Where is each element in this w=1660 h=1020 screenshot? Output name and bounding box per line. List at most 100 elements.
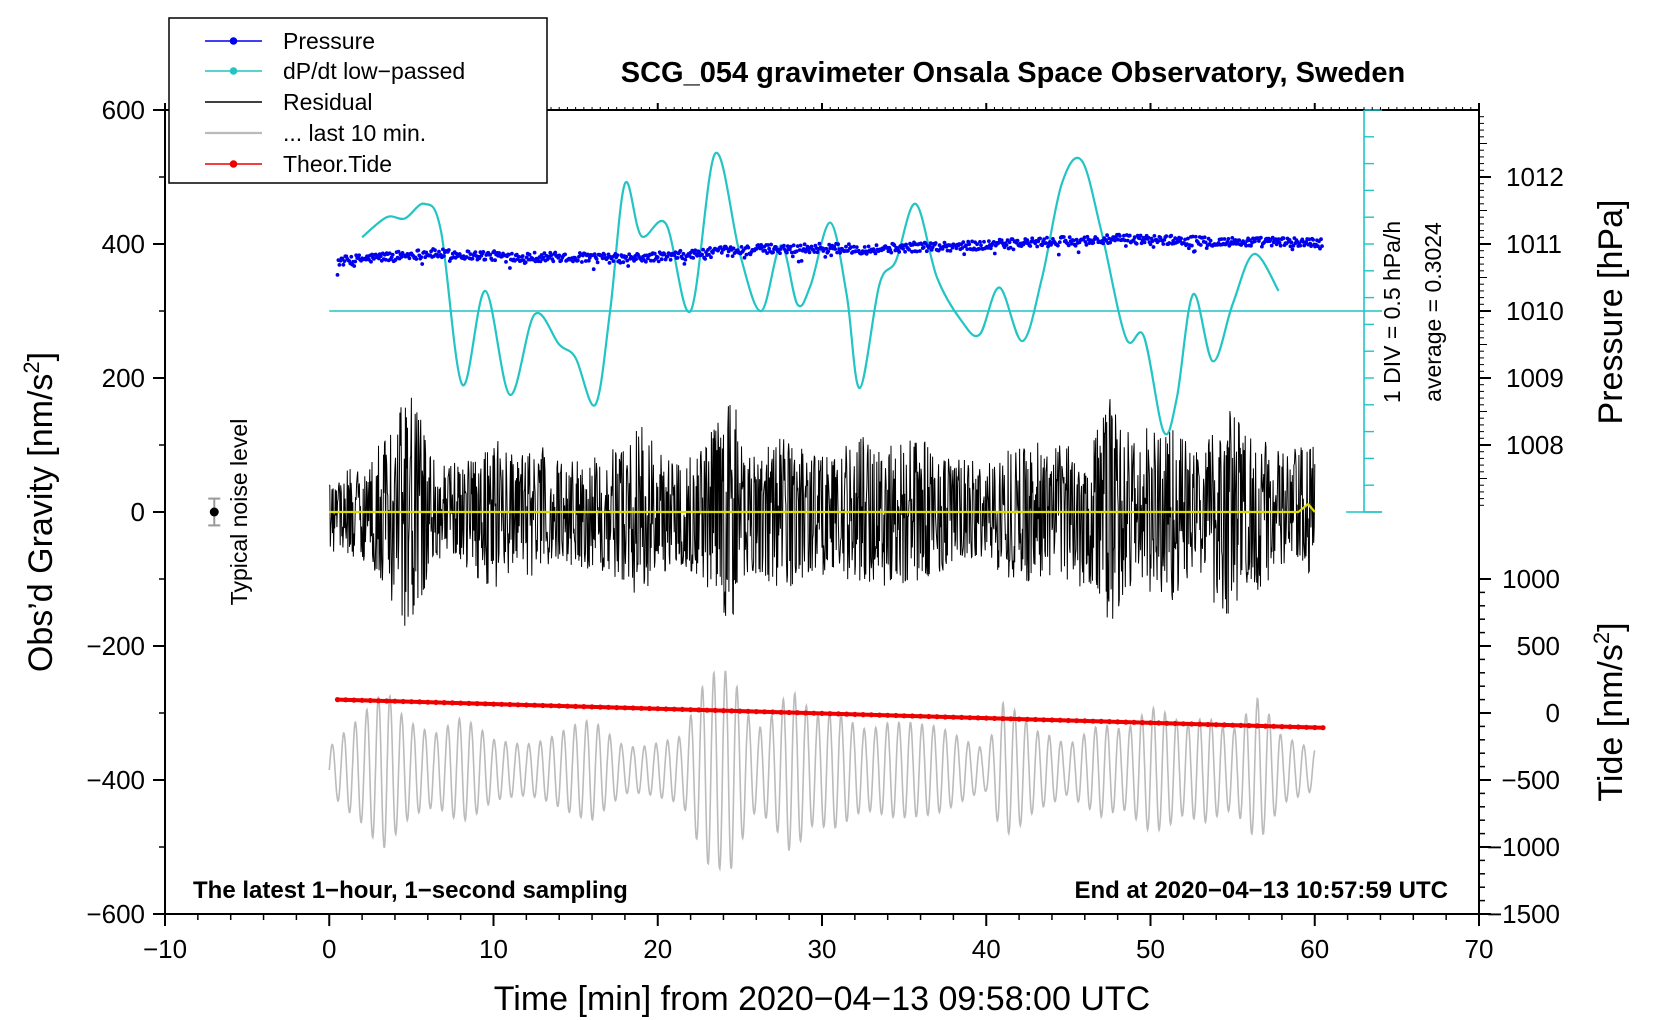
pressure-point (433, 248, 437, 253)
pressure-point (948, 249, 953, 253)
pressure-point (1150, 239, 1155, 244)
pressure-point (594, 257, 599, 261)
pressure-point (549, 253, 554, 258)
pressure-point (513, 258, 517, 263)
pressure-point (788, 244, 793, 249)
pressure-point (1101, 241, 1106, 246)
tide-point (515, 702, 521, 708)
tide-point (934, 714, 940, 720)
pressure-point (794, 249, 799, 254)
pressure-point (586, 258, 591, 263)
pressure-point (1179, 236, 1183, 241)
tide-point (1230, 722, 1236, 728)
pressure-point (1076, 250, 1081, 255)
tide-point (375, 698, 382, 704)
pressure-point (673, 250, 678, 255)
tide-point (1213, 722, 1219, 728)
pressure-point (921, 245, 926, 250)
pressure-point (1193, 234, 1198, 239)
pressure-point (683, 257, 688, 262)
pressure-point (1192, 249, 1197, 254)
tide-point (942, 714, 948, 720)
legend-label-dpdt: dP/dt low−passed (283, 58, 465, 84)
pressure-point (1015, 238, 1020, 243)
tide-point (1082, 718, 1088, 724)
tide-point (1057, 717, 1063, 723)
y-tick-label: −400 (86, 765, 145, 795)
x-axis-title: Time [min] from 2020−04−13 09:58:00 UTC (494, 980, 1150, 1018)
y-tick-label: 200 (102, 363, 145, 393)
tide-point (622, 705, 628, 711)
tide-point (1172, 720, 1178, 727)
pressure-point (1116, 237, 1120, 242)
pressure-point (807, 250, 812, 255)
pressure-point (488, 252, 493, 257)
tide-point (556, 703, 562, 709)
tide-point (737, 708, 743, 714)
left-y-axis-ticks: 600 400 200 0 −200 −400 −600 (86, 95, 165, 929)
tide-point (1262, 723, 1269, 729)
pressure-axis-title: Pressure [hPa] (1592, 200, 1630, 425)
pressure-point (833, 247, 837, 251)
legend-dot (229, 37, 238, 45)
pressure-point (585, 252, 590, 257)
pressure-point (442, 254, 446, 258)
pressure-point (774, 245, 778, 249)
pressure-point (965, 247, 970, 252)
pressure-point (378, 254, 383, 258)
pressure-point (1007, 240, 1012, 245)
pressure-point (507, 252, 511, 257)
tide-point (1139, 720, 1145, 726)
pressure-point (1169, 233, 1174, 238)
pressure-point (464, 255, 469, 259)
pressure-point (1083, 240, 1088, 244)
tide-point (417, 699, 423, 705)
pressure-point (791, 243, 796, 248)
tide-point (466, 700, 472, 707)
pressure-point (1146, 235, 1151, 240)
pressure-point (493, 258, 497, 263)
pressure-tick-label: 1012 (1506, 162, 1564, 192)
tide-point (1156, 720, 1162, 726)
pressure-tick-label: 1008 (1506, 430, 1564, 460)
pressure-point (847, 242, 851, 247)
tide-tick-label: −1000 (1487, 832, 1560, 862)
tide-point (564, 703, 571, 709)
pressure-point (602, 253, 607, 257)
pressure-point (799, 259, 804, 263)
pressure-point (335, 273, 340, 277)
pressure-point (805, 244, 810, 249)
pressure-point (372, 257, 376, 261)
pressure-point (665, 254, 670, 259)
pressure-point (659, 257, 664, 262)
pressure-point (986, 246, 990, 250)
pressure-point (576, 258, 580, 263)
tide-point (959, 714, 965, 721)
pressure-point (915, 249, 919, 254)
pressure-point (1289, 240, 1294, 245)
pressure-point (481, 250, 486, 254)
tide-point (384, 698, 390, 704)
pressure-point (423, 255, 428, 260)
last-10-min-series (328, 670, 1316, 872)
tide-point (548, 703, 554, 709)
noise-point (209, 507, 219, 517)
tide-point (630, 705, 636, 711)
pressure-point (766, 243, 770, 247)
pressure-point (1276, 237, 1281, 242)
tide-point (1164, 720, 1170, 726)
pressure-point (767, 246, 771, 251)
pressure-point (1125, 238, 1130, 243)
pressure-point (849, 245, 853, 250)
pressure-point (1298, 243, 1303, 248)
pressure-point (1105, 233, 1109, 238)
pressure-point (970, 239, 974, 244)
y-tick-label: 400 (102, 229, 145, 259)
pressure-point (744, 252, 749, 257)
pressure-point (1071, 238, 1076, 243)
pressure-point (835, 250, 839, 255)
pressure-tick-label: 1009 (1506, 363, 1564, 393)
tide-point (474, 701, 480, 707)
pressure-point (563, 252, 567, 257)
pressure-point (655, 255, 660, 260)
